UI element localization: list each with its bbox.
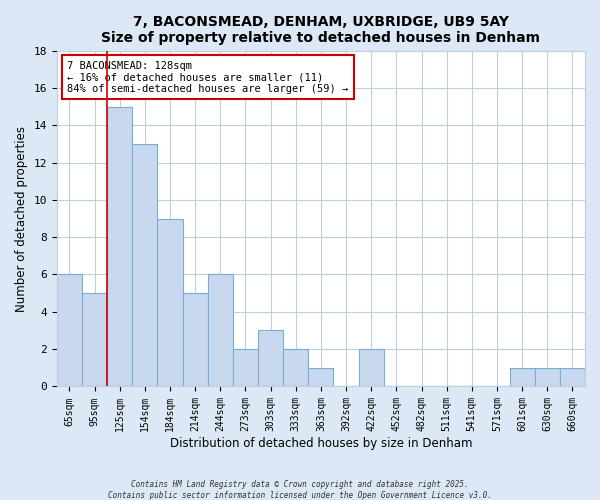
Bar xyxy=(535,368,560,386)
Bar xyxy=(509,368,535,386)
Bar xyxy=(82,293,107,386)
Bar xyxy=(359,349,384,387)
Bar xyxy=(258,330,283,386)
Bar xyxy=(283,349,308,387)
Text: 7 BACONSMEAD: 128sqm
← 16% of detached houses are smaller (11)
84% of semi-detac: 7 BACONSMEAD: 128sqm ← 16% of detached h… xyxy=(67,60,349,94)
Title: 7, BACONSMEAD, DENHAM, UXBRIDGE, UB9 5AY
Size of property relative to detached h: 7, BACONSMEAD, DENHAM, UXBRIDGE, UB9 5AY… xyxy=(101,15,541,45)
Bar xyxy=(107,106,132,386)
Bar xyxy=(308,368,334,386)
Bar xyxy=(132,144,157,386)
Text: Contains HM Land Registry data © Crown copyright and database right 2025.
Contai: Contains HM Land Registry data © Crown c… xyxy=(108,480,492,500)
Y-axis label: Number of detached properties: Number of detached properties xyxy=(15,126,28,312)
Bar xyxy=(182,293,208,386)
Bar xyxy=(233,349,258,387)
Bar xyxy=(57,274,82,386)
Bar xyxy=(560,368,585,386)
Bar xyxy=(157,218,182,386)
Bar xyxy=(208,274,233,386)
X-axis label: Distribution of detached houses by size in Denham: Distribution of detached houses by size … xyxy=(170,437,472,450)
